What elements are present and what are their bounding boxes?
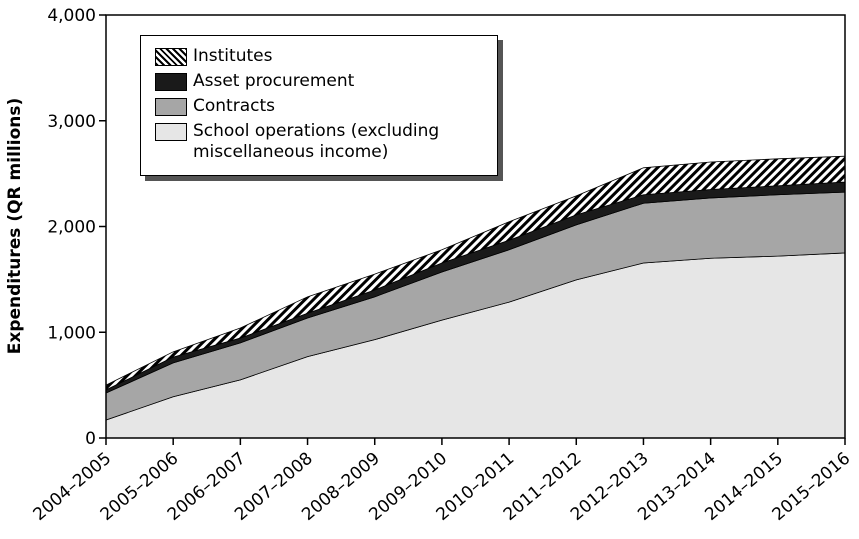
y-axis-label: Expenditures (QR millions) — [5, 98, 25, 354]
legend-swatch — [155, 98, 187, 116]
legend-item: Institutes — [155, 46, 485, 67]
y-tick-label: 0 — [85, 429, 96, 449]
legend-item: Asset procurement — [155, 71, 485, 92]
legend-item: Contracts — [155, 96, 485, 117]
y-tick-label: 3,000 — [47, 112, 96, 132]
legend-item: School operations (excluding miscellaneo… — [155, 121, 485, 163]
legend-label: Asset procurement — [193, 71, 355, 91]
y-tick-label: 2,000 — [47, 218, 96, 238]
legend-swatch — [155, 123, 187, 141]
legend-label: Contracts — [193, 96, 275, 116]
legend-label: Institutes — [193, 46, 273, 66]
y-tick-label: 4,000 — [47, 6, 96, 26]
legend-swatch — [155, 73, 187, 91]
legend-swatch — [155, 48, 187, 66]
legend-label: School operations (excluding miscellaneo… — [193, 121, 440, 162]
legend: Institutes Asset procurement Contracts Scho… — [140, 35, 498, 176]
y-tick-label: 1,000 — [47, 323, 96, 343]
